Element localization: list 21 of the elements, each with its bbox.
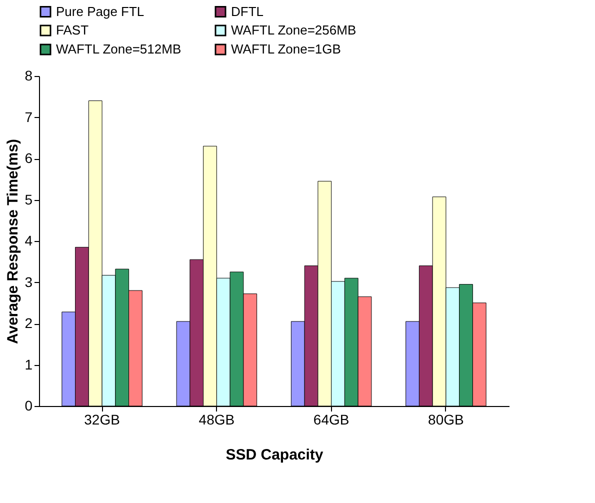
y-axis-title: Average Response Time(ms)	[4, 138, 22, 344]
x-tick-label: 64GB	[313, 412, 350, 428]
y-tick-label: 1	[24, 356, 33, 372]
x-tick-label: 80GB	[428, 412, 464, 428]
legend-label: FAST	[56, 22, 89, 38]
y-tick-label: 4	[24, 232, 33, 248]
y-tick-label: 6	[24, 150, 33, 166]
legend-label: DFTL	[231, 4, 264, 19]
x-axis-title: SSD Capacity	[226, 446, 324, 464]
y-tick-label: 3	[24, 274, 33, 290]
y-tick-label: 8	[24, 68, 33, 84]
y-tick-label: 2	[24, 315, 33, 331]
y-tick-label: 7	[24, 108, 33, 125]
legend-label: WAFTL Zone=256MB	[231, 22, 356, 38]
y-tick-label: 0	[24, 398, 33, 414]
legend-label: WAFTL Zone=1GB	[231, 42, 341, 56]
y-tick-label: 5	[24, 191, 33, 208]
legend-label: Pure Page FTL	[56, 4, 144, 19]
x-tick-label: 48GB	[198, 412, 235, 428]
x-tick-label: 32GB	[84, 412, 120, 428]
legend-label: WAFTL Zone=512MB	[56, 42, 182, 56]
